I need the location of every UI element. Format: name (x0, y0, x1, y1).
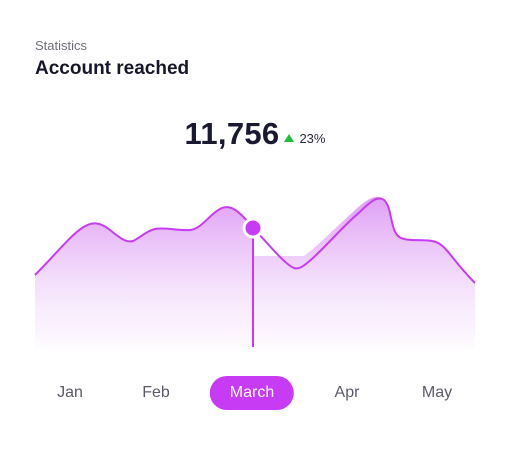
reach-value: 11,756 (184, 116, 280, 151)
section-label: Statistics (35, 38, 88, 53)
month-jan[interactable]: Jan (57, 384, 83, 401)
summary-row: 11,756 23% (0, 116, 510, 152)
month-selector: Jan Feb March Apr May (0, 376, 510, 410)
delta-percent: 23% (299, 130, 326, 146)
month-apr[interactable]: Apr (334, 384, 360, 401)
area-fill (35, 197, 475, 352)
arrow-up-icon (284, 134, 295, 142)
month-march[interactable]: March (209, 376, 295, 410)
month-feb[interactable]: Feb (142, 384, 170, 401)
delta-badge: 23% (284, 131, 325, 146)
month-may[interactable]: May (421, 384, 453, 401)
marker-dot[interactable] (242, 217, 264, 239)
card-title: Account reached (35, 58, 190, 79)
